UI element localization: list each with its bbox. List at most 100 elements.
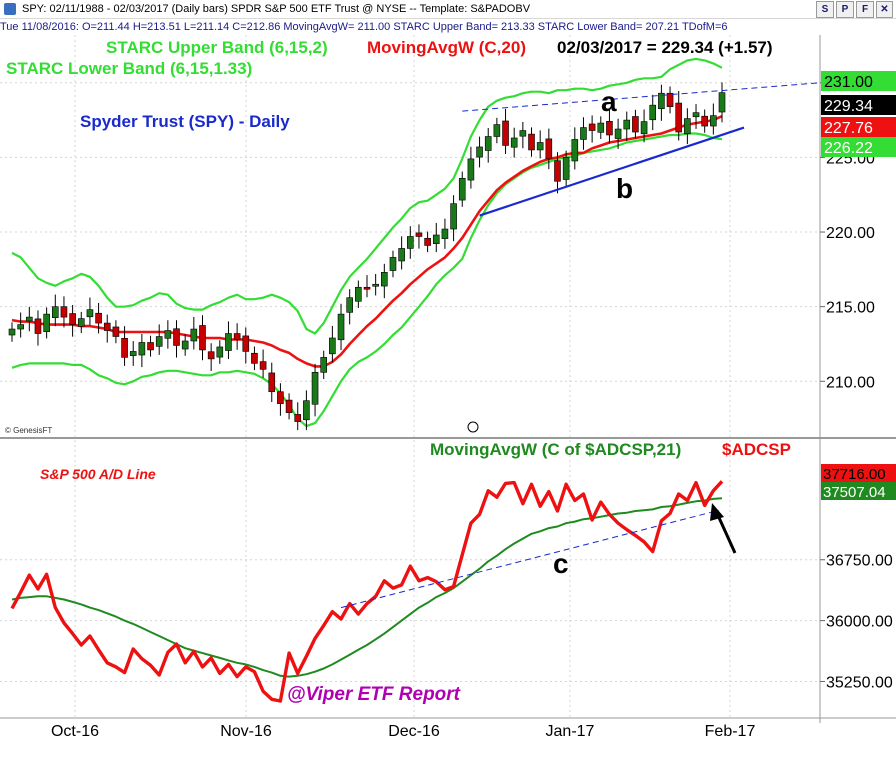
candle-body: [199, 325, 206, 351]
candle-body: [450, 203, 457, 230]
candle-body: [86, 309, 94, 318]
candle-body: [294, 414, 302, 422]
candle-body: [606, 120, 613, 136]
arrow-head: [710, 503, 724, 521]
price-panel: [8, 57, 821, 433]
ad-panel: [10, 480, 737, 703]
candle-body: [216, 346, 224, 358]
candle-body: [121, 337, 128, 358]
candle-body: [502, 120, 509, 146]
price-value-tag: [821, 95, 896, 115]
ad-legend-symbol: $ADCSP: [722, 440, 791, 459]
p-button[interactable]: P: [836, 1, 854, 18]
trendline-b: [479, 126, 745, 217]
candle-body: [26, 316, 33, 322]
data-readout: Tue 11/08/2016: O=211.44 H=213.51 L=211.…: [0, 19, 896, 35]
candle-body: [363, 286, 371, 290]
candle-body: [424, 237, 431, 246]
trendline-c: [340, 509, 720, 609]
close-button[interactable]: ✕: [876, 1, 893, 18]
candle-body: [268, 372, 276, 393]
candle-body: [164, 330, 172, 339]
candle-body: [381, 272, 388, 287]
time-tick-label: Feb-17: [705, 723, 756, 740]
ad-value-tag-text: 37716.00: [823, 466, 886, 483]
genesis-credit: © GenesisFT: [5, 426, 52, 435]
candle-body: [658, 92, 665, 110]
candle-body: [580, 127, 587, 140]
time-tick-label: Dec-16: [388, 723, 440, 740]
price-value-tag-text: 227.76: [824, 120, 873, 137]
candle-body: [441, 228, 449, 239]
candle-body: [190, 328, 198, 342]
price-value-tag-text: 226.22: [824, 140, 873, 157]
annotation-c: c: [553, 548, 569, 579]
candle-body: [710, 115, 717, 127]
candle-body: [415, 232, 423, 237]
time-tick-label: Jan-17: [546, 723, 595, 740]
candle-body: [346, 297, 353, 313]
ad-value-tag: [821, 482, 896, 500]
candle-body: [129, 351, 137, 356]
ad-legend-moving-avg: MovingAvgW (C of $ADCSP,21): [430, 440, 681, 459]
candle-body: [60, 306, 68, 318]
candle-body: [666, 92, 674, 107]
candle-body: [510, 137, 518, 148]
candle-body: [692, 112, 700, 118]
trendline-a: [462, 82, 821, 112]
starc-lower-band-line: [11, 132, 723, 428]
price-tick-label: 215.00: [826, 300, 875, 317]
window-title: SPY: 02/11/1988 - 02/03/2017 (Daily bars…: [22, 3, 531, 15]
candle-body: [528, 133, 535, 151]
candle-body: [372, 283, 379, 287]
viper-watermark: @Viper ETF Report: [287, 684, 461, 705]
candle-body: [155, 336, 163, 347]
candle-body: [311, 372, 319, 405]
candle-body: [242, 335, 250, 352]
price-value-tag-text: 229.34: [824, 98, 873, 115]
candle-body: [251, 352, 258, 364]
candle-body: [34, 318, 42, 334]
candle-body: [138, 342, 146, 356]
candle-body: [406, 236, 414, 249]
candle-body: [675, 102, 683, 133]
data-readout-text: Tue 11/08/2016: O=211.44 H=213.51 L=211.…: [0, 21, 728, 33]
candle-body: [554, 160, 561, 182]
candle-body: [259, 361, 267, 370]
s-button[interactable]: S: [816, 1, 834, 18]
candle-body: [597, 122, 605, 133]
legend-upper-band: STARC Upper Band (6,15,2): [106, 38, 328, 57]
candle-body: [432, 234, 440, 244]
candle-body: [684, 118, 691, 135]
candle-body: [77, 318, 85, 327]
f-button[interactable]: F: [856, 1, 874, 18]
ad-value-tag: [821, 464, 896, 482]
time-tick-label: Oct-16: [51, 723, 99, 740]
candle-body: [95, 312, 102, 324]
candle-body: [614, 128, 622, 139]
price-chart-title: Spyder Trust (SPY) - Daily: [80, 112, 290, 131]
axes: 210.00215.00220.00225.00230.0035250.0036…: [0, 35, 896, 740]
candle-body: [69, 313, 76, 325]
candle-body: [467, 158, 475, 181]
candle-body: [588, 123, 596, 131]
candle-body: [519, 130, 527, 137]
candle-body: [623, 119, 631, 130]
candle-body: [632, 116, 639, 133]
ad-value-tag-text: 37507.04: [823, 484, 886, 501]
candle-body: [320, 357, 328, 373]
candle-body: [389, 257, 397, 271]
grid-lines: [0, 35, 820, 718]
candle-body: [571, 139, 579, 162]
candle-body: [337, 313, 345, 341]
candle-body: [225, 333, 232, 351]
price-value-tag-text: 231.00: [824, 74, 873, 91]
legend-moving-avg: MovingAvgW (C,20): [367, 38, 526, 57]
candle-body: [8, 328, 16, 336]
candle-body: [718, 92, 726, 113]
candle-body: [181, 340, 189, 350]
ad-tick-label: 35250.00: [826, 674, 893, 691]
annotation-a: a: [601, 86, 617, 117]
annotation-b: b: [616, 173, 633, 204]
